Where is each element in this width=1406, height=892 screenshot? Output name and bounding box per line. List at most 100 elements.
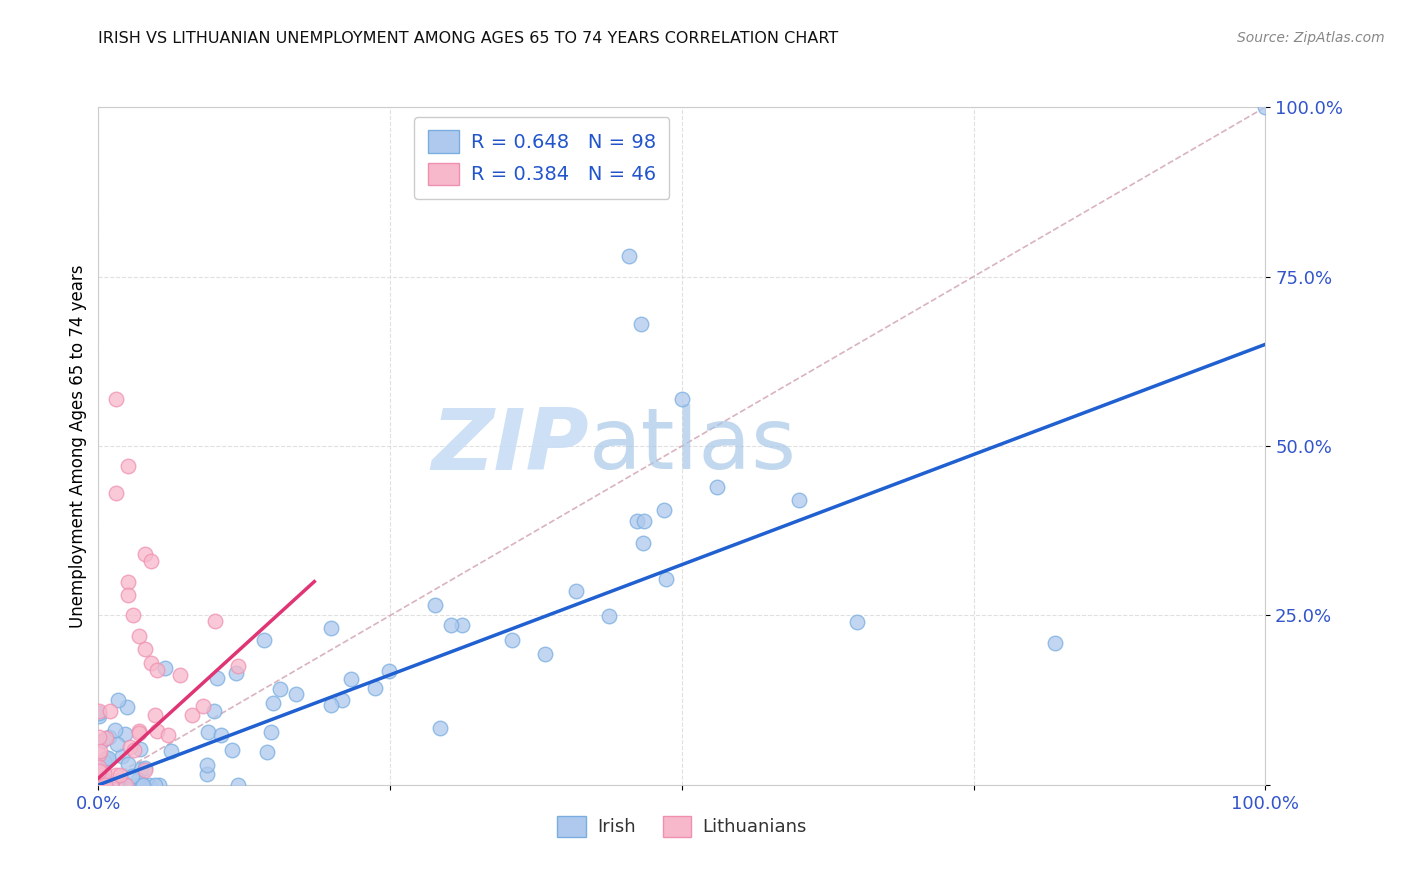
Point [564, 584, 586, 599]
Point [134, 760, 156, 774]
Point [787, 493, 810, 508]
Point [87, 778, 110, 792]
Point [112, 775, 135, 789]
Point [87, 778, 110, 792]
Point [87, 770, 110, 784]
Point [89, 772, 111, 787]
Point [631, 536, 654, 550]
Point [87, 709, 110, 723]
Point [626, 514, 648, 528]
Point [284, 687, 307, 701]
Point [87, 706, 110, 720]
Point [319, 621, 342, 635]
Point [128, 629, 150, 643]
Point [110, 768, 132, 782]
Point [450, 618, 472, 632]
Point [111, 748, 134, 763]
Point [134, 763, 156, 777]
Point [90, 778, 112, 792]
Point [209, 728, 232, 742]
Legend: Irish, Lithuanians: Irish, Lithuanians [550, 808, 814, 844]
Point [89, 778, 111, 792]
Point [104, 768, 127, 782]
Point [364, 681, 387, 696]
Point [134, 642, 156, 657]
Point [262, 697, 284, 711]
Point [205, 671, 228, 685]
Point [121, 769, 143, 783]
Point [128, 723, 150, 738]
Point [89, 704, 111, 718]
Point [330, 693, 353, 707]
Point [117, 459, 139, 474]
Point [131, 778, 153, 792]
Point [93, 778, 115, 792]
Point [87, 761, 110, 775]
Point [108, 775, 131, 789]
Point [89, 778, 111, 792]
Point [87, 778, 110, 792]
Point [94, 778, 117, 792]
Point [169, 668, 191, 682]
Point [193, 698, 215, 713]
Point [105, 778, 128, 792]
Point [89, 730, 111, 744]
Point [87, 778, 110, 792]
Point [105, 737, 128, 751]
Y-axis label: Unemployment Among Ages 65 to 74 years: Unemployment Among Ages 65 to 74 years [69, 264, 87, 628]
Point [87, 778, 110, 792]
Point [253, 632, 276, 647]
Point [846, 615, 869, 630]
Point [146, 663, 169, 677]
Point [598, 609, 620, 624]
Point [138, 778, 160, 792]
Point [148, 778, 170, 792]
Point [204, 614, 226, 628]
Point [94, 778, 117, 792]
Point [94, 773, 117, 788]
Point [93, 754, 115, 768]
Point [87, 778, 110, 792]
Text: Source: ZipAtlas.com: Source: ZipAtlas.com [1237, 31, 1385, 45]
Point [87, 747, 110, 761]
Point [423, 598, 446, 612]
Point [127, 778, 149, 792]
Point [1254, 100, 1277, 114]
Point [104, 392, 127, 406]
Point [107, 693, 129, 707]
Point [107, 778, 129, 792]
Point [134, 548, 156, 562]
Point [98, 704, 121, 718]
Point [115, 700, 138, 714]
Point [228, 658, 250, 673]
Point [91, 778, 114, 792]
Point [671, 392, 693, 406]
Point [105, 778, 128, 792]
Point [101, 777, 124, 791]
Point [139, 656, 162, 670]
Point [108, 778, 131, 792]
Point [90, 734, 112, 748]
Point [115, 778, 138, 792]
Point [256, 745, 278, 759]
Point [440, 618, 463, 632]
Point [160, 744, 183, 758]
Point [221, 743, 243, 757]
Point [146, 723, 169, 738]
Point [89, 778, 111, 792]
Point [157, 728, 180, 742]
Point [533, 647, 555, 661]
Point [128, 726, 150, 740]
Point [87, 778, 110, 792]
Point [100, 778, 122, 792]
Point [87, 778, 110, 792]
Point [87, 778, 110, 792]
Point [225, 666, 247, 681]
Point [104, 723, 127, 738]
Point [619, 249, 641, 263]
Point [654, 573, 676, 587]
Point [195, 767, 218, 781]
Point [129, 762, 152, 776]
Point [202, 705, 225, 719]
Point [226, 778, 249, 792]
